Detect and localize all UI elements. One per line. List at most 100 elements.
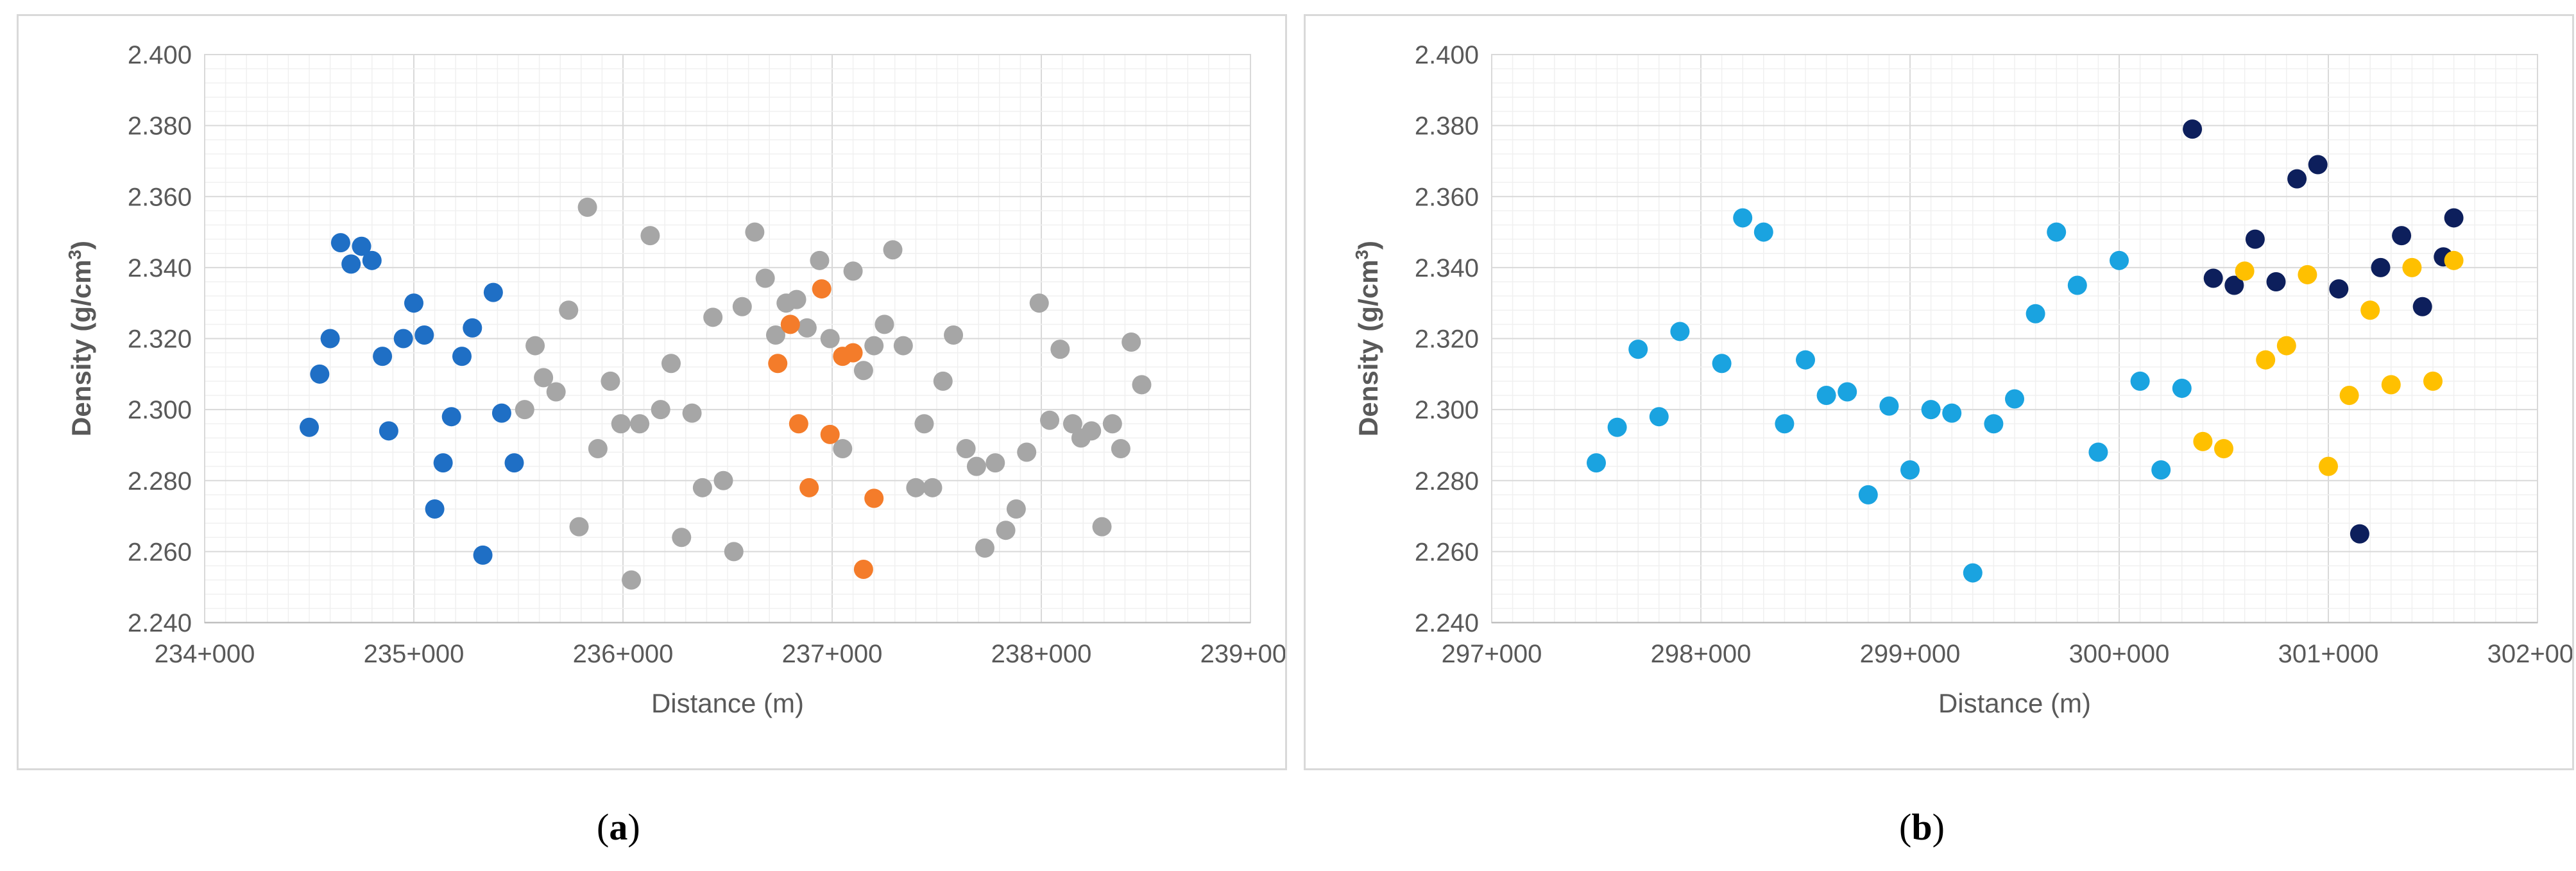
y-axis-title: Density (g/cm3) bbox=[1352, 241, 1384, 436]
data-point bbox=[1092, 517, 1112, 537]
data-point bbox=[2088, 442, 2108, 462]
y-tick-label: 2.380 bbox=[128, 112, 192, 141]
data-point bbox=[2245, 229, 2265, 249]
data-point bbox=[692, 478, 712, 497]
data-point bbox=[2444, 250, 2464, 270]
data-point bbox=[1712, 354, 1732, 374]
data-point bbox=[906, 478, 926, 497]
data-point bbox=[1628, 340, 1648, 359]
scatter-chart-b: 2.240 2.260 2.280 2.300 2.320 2.340 2.360 2.380… bbox=[1352, 41, 2573, 718]
y-tick-label: 2.340 bbox=[128, 254, 192, 282]
caption-b-letter: b bbox=[1911, 806, 1932, 848]
data-point bbox=[2224, 275, 2244, 295]
x-axis-title: Distance (m) bbox=[1938, 688, 2091, 718]
y-tick-label: 2.260 bbox=[1415, 538, 1479, 566]
x-tick-label: 301+000 bbox=[2278, 640, 2379, 668]
data-point bbox=[1816, 386, 1836, 405]
x-tick-label: 298+000 bbox=[1651, 640, 1752, 668]
data-point bbox=[2203, 268, 2223, 288]
data-point bbox=[559, 300, 579, 320]
data-point bbox=[2276, 336, 2296, 356]
data-point bbox=[1029, 293, 1049, 313]
data-point bbox=[622, 570, 642, 590]
x-axis-title: Distance (m) bbox=[651, 688, 804, 718]
data-point bbox=[820, 424, 840, 444]
data-point bbox=[1942, 403, 1962, 423]
data-point bbox=[789, 414, 808, 434]
data-point bbox=[341, 254, 361, 274]
data-point bbox=[812, 279, 832, 299]
y-axis-title: Density (g/cm3) bbox=[65, 241, 97, 436]
data-point bbox=[1670, 322, 1690, 341]
data-point bbox=[525, 336, 545, 356]
data-point bbox=[1082, 421, 1102, 441]
data-point bbox=[651, 400, 670, 420]
data-point bbox=[2047, 222, 2067, 242]
data-point bbox=[611, 414, 631, 434]
data-point bbox=[2183, 119, 2203, 139]
caption-a-letter: a bbox=[609, 806, 628, 848]
data-point bbox=[1017, 442, 1037, 462]
data-point bbox=[1122, 332, 1141, 352]
data-point bbox=[515, 400, 534, 420]
data-point bbox=[362, 250, 382, 270]
data-point bbox=[874, 315, 894, 334]
y-tick-label: 2.380 bbox=[1415, 112, 1479, 141]
data-point bbox=[1879, 396, 1899, 416]
data-point bbox=[2329, 279, 2349, 299]
data-point bbox=[1102, 414, 1122, 434]
data-point bbox=[1796, 350, 1815, 370]
scatter-chart-a: 2.240 2.260 2.280 2.300 2.320 2.340 2.360 2.380… bbox=[65, 41, 1286, 718]
data-point bbox=[2026, 304, 2045, 323]
data-point bbox=[2235, 261, 2255, 281]
data-point bbox=[2256, 350, 2276, 370]
x-tick-label: 302+000 bbox=[2487, 640, 2572, 668]
data-point bbox=[433, 453, 453, 473]
data-point bbox=[833, 438, 853, 458]
data-point bbox=[352, 236, 371, 256]
data-point bbox=[569, 517, 589, 537]
data-point bbox=[2067, 275, 2087, 295]
data-point bbox=[799, 478, 819, 497]
data-point bbox=[300, 417, 319, 437]
data-point bbox=[2350, 524, 2369, 544]
data-point bbox=[2444, 208, 2464, 228]
data-point bbox=[2381, 375, 2401, 395]
data-point bbox=[661, 354, 681, 374]
x-tick-label: 237+000 bbox=[782, 640, 883, 668]
data-point bbox=[765, 325, 785, 345]
data-point bbox=[893, 336, 913, 356]
x-tick-label: 234+000 bbox=[155, 640, 255, 668]
data-point bbox=[1858, 485, 1878, 504]
y-tick-label: 2.300 bbox=[128, 396, 192, 424]
y-tick-label: 2.240 bbox=[1415, 609, 1479, 637]
data-point bbox=[1900, 460, 1920, 480]
y-tick-label: 2.320 bbox=[128, 325, 192, 354]
data-point bbox=[745, 222, 765, 242]
data-point bbox=[1753, 222, 1773, 242]
data-point bbox=[473, 545, 493, 565]
y-tick-label: 2.400 bbox=[128, 41, 192, 69]
y-tick-label: 2.280 bbox=[1415, 467, 1479, 496]
data-point bbox=[883, 240, 903, 260]
x-tick-label: 299+000 bbox=[1860, 640, 1961, 668]
data-point bbox=[640, 226, 660, 246]
data-point bbox=[1984, 414, 2004, 434]
data-point bbox=[864, 488, 884, 508]
data-point bbox=[1111, 438, 1130, 458]
data-point bbox=[1649, 407, 1669, 427]
data-point bbox=[546, 382, 566, 402]
data-point bbox=[2110, 250, 2129, 270]
data-point bbox=[1963, 563, 1983, 583]
data-point bbox=[672, 528, 692, 548]
y-tick-label: 2.300 bbox=[1415, 396, 1479, 424]
data-point bbox=[463, 318, 482, 338]
data-point bbox=[923, 478, 943, 497]
data-point bbox=[1062, 414, 1082, 434]
data-point bbox=[956, 438, 976, 458]
data-point bbox=[787, 289, 806, 309]
data-point bbox=[393, 329, 413, 349]
data-point bbox=[2319, 456, 2338, 476]
data-point bbox=[703, 307, 723, 327]
data-point bbox=[2151, 460, 2171, 480]
